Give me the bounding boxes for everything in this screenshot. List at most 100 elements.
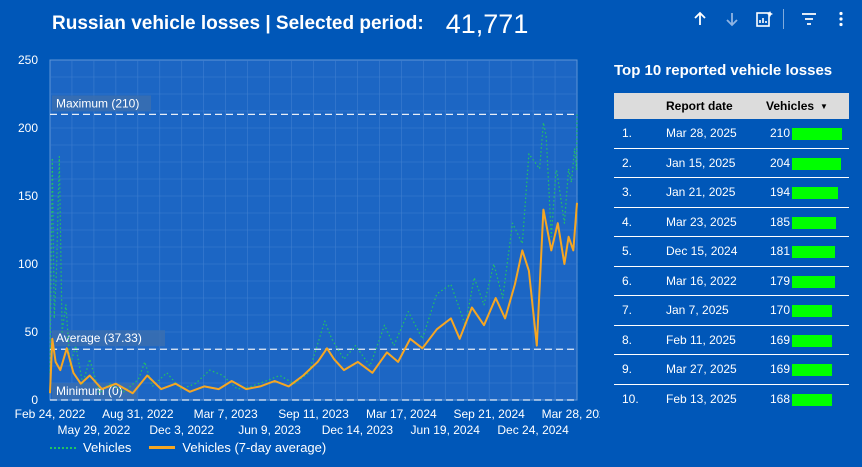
row-vehicles-value: 185 — [769, 214, 790, 229]
table-row[interactable]: 6. Mar 16, 2022 179 — [614, 266, 849, 296]
y-tick-label: 250 — [18, 53, 38, 67]
row-vehicles-cell: 168 — [766, 384, 849, 413]
table-header-row: Report date Vehicles ▼ — [614, 93, 849, 119]
chart-legend: Vehicles Vehicles (7-day average) — [50, 440, 344, 455]
header: Russian vehicle losses | Selected period… — [52, 6, 528, 42]
arrow-up-icon — [694, 11, 706, 25]
row-vehicles-bar — [792, 393, 832, 406]
date-column-header[interactable]: Report date — [666, 93, 766, 119]
row-vehicles-bar — [792, 275, 835, 288]
rank-column-header — [614, 93, 666, 119]
x-tick-label: Dec 14, 2023 — [322, 423, 394, 437]
row-rank: 6. — [614, 266, 666, 296]
total-losses-value: 41,771 — [445, 8, 529, 39]
row-report-date: Jan 21, 2025 — [666, 177, 766, 208]
row-vehicles-bar — [792, 364, 833, 377]
table-row[interactable]: 10. Feb 13, 2025 168 — [614, 384, 849, 413]
row-vehicles-value: 168 — [769, 391, 790, 406]
row-rank: 8. — [614, 325, 666, 355]
filter-button[interactable] — [796, 6, 822, 32]
row-vehicles-value: 169 — [769, 362, 790, 377]
legend-label: Vehicles — [83, 440, 132, 455]
legend-item-7day-average[interactable]: Vehicles (7-day average) — [149, 440, 326, 455]
row-report-date: Jan 7, 2025 — [666, 295, 766, 326]
row-vehicles-bar — [792, 157, 841, 170]
row-vehicles-bar — [792, 187, 839, 200]
toolbar — [681, 6, 854, 32]
row-report-date: Mar 28, 2025 — [666, 119, 766, 149]
sort-ascending-button[interactable] — [687, 6, 713, 32]
insights-icon — [756, 11, 773, 27]
x-tick-label: Sep 11, 2023 — [278, 407, 349, 421]
row-vehicles-value: 170 — [769, 303, 790, 318]
arrow-down-icon — [726, 13, 738, 27]
y-tick-label: 150 — [18, 189, 38, 203]
row-vehicles-cell: 169 — [766, 325, 849, 355]
page-title: Russian vehicle losses | Selected period… — [52, 13, 424, 34]
row-rank: 3. — [614, 177, 666, 208]
y-tick-label: 100 — [18, 257, 38, 271]
x-tick-label: Mar 7, 2023 — [194, 407, 258, 421]
row-report-date: Mar 27, 2025 — [666, 354, 766, 385]
row-vehicles-cell: 210 — [766, 119, 849, 149]
x-tick-label: Mar 28, 2025 — [542, 407, 600, 421]
legend-swatch-dotted — [50, 446, 76, 449]
losses-line-chart[interactable]: Maximum (210)Average (37.33)Minimum (0) … — [0, 50, 600, 440]
row-vehicles-value: 179 — [769, 273, 790, 288]
row-report-date: Mar 16, 2022 — [666, 266, 766, 296]
row-vehicles-bar — [792, 305, 833, 318]
row-vehicles-cell: 194 — [766, 177, 849, 208]
toolbar-divider — [783, 9, 784, 29]
x-tick-label: Dec 3, 2022 — [149, 423, 214, 437]
row-vehicles-cell: 204 — [766, 148, 849, 178]
table-row[interactable]: 8. Feb 11, 2025 169 — [614, 325, 849, 355]
x-tick-label: Sep 21, 2024 — [453, 407, 525, 421]
reference-label-box — [52, 383, 137, 399]
y-tick-label: 0 — [31, 393, 38, 407]
y-tick-label: 50 — [25, 325, 39, 339]
row-report-date: Dec 15, 2024 — [666, 236, 766, 267]
legend-swatch-solid — [149, 446, 176, 449]
row-rank: 4. — [614, 207, 666, 237]
legend-label: Vehicles (7-day average) — [182, 440, 327, 455]
row-vehicles-cell: 185 — [766, 207, 849, 237]
table-row[interactable]: 4. Mar 23, 2025 185 — [614, 207, 849, 237]
reference-label: Average (37.33) — [56, 331, 142, 345]
row-vehicles-value: 169 — [769, 332, 790, 347]
table-row[interactable]: 2. Jan 15, 2025 204 — [614, 148, 849, 178]
reference-label: Maximum (210) — [56, 96, 139, 110]
row-vehicles-bar — [792, 334, 833, 347]
x-tick-label: Feb 24, 2022 — [15, 407, 86, 421]
more-options-button[interactable] — [828, 6, 854, 32]
table-row[interactable]: 3. Jan 21, 2025 194 — [614, 177, 849, 208]
row-rank: 7. — [614, 295, 666, 326]
table-title: Top 10 reported vehicle losses — [614, 62, 833, 79]
table-row[interactable]: 9. Mar 27, 2025 169 — [614, 354, 849, 385]
row-report-date: Jan 15, 2025 — [666, 148, 766, 178]
row-vehicles-value: 204 — [769, 155, 790, 170]
row-vehicles-value: 181 — [769, 244, 790, 259]
x-tick-label: Jun 19, 2024 — [411, 423, 481, 437]
table-row[interactable]: 7. Jan 7, 2025 170 — [614, 295, 849, 326]
y-tick-label: 200 — [18, 121, 38, 135]
sort-desc-icon: ▼ — [820, 102, 828, 112]
row-vehicles-value: 210 — [769, 126, 790, 141]
vehicles-column-header[interactable]: Vehicles ▼ — [766, 93, 849, 119]
x-tick-label: Dec 24, 2024 — [497, 423, 569, 437]
x-tick-label: Mar 17, 2024 — [366, 407, 437, 421]
legend-item-vehicles[interactable]: Vehicles — [50, 440, 131, 455]
insights-button[interactable] — [751, 6, 777, 32]
x-tick-label: Jun 9, 2023 — [238, 423, 301, 437]
row-report-date: Feb 13, 2025 — [666, 391, 737, 406]
row-rank: 5. — [614, 236, 666, 267]
row-vehicles-cell: 179 — [766, 266, 849, 296]
row-vehicles-bar — [792, 216, 837, 229]
row-vehicles-cell: 169 — [766, 354, 849, 385]
table-row[interactable]: 5. Dec 15, 2024 181 — [614, 236, 849, 267]
vehicles-column-label: Vehicles — [766, 99, 815, 113]
sort-descending-button[interactable] — [719, 6, 745, 32]
row-vehicles-bar — [792, 246, 836, 259]
table-row[interactable]: 1. Mar 28, 2025 210 — [614, 119, 849, 149]
reference-label-box — [52, 330, 165, 347]
row-rank: 9. — [614, 354, 666, 385]
